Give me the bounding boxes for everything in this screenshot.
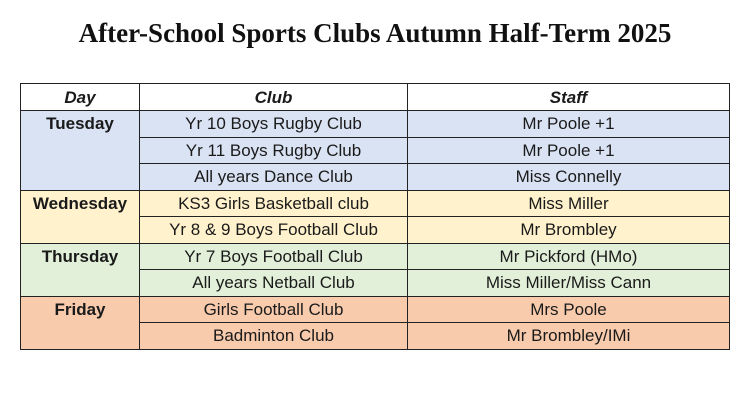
- table-row: Wednesday KS3 Girls Basketball club Miss…: [20, 189, 730, 244]
- table-row: Friday Girls Football Club Mrs Poole: [20, 295, 730, 350]
- staff-cell: Miss Miller: [407, 189, 730, 217]
- table-row: All years Dance Club Miss Connelly: [20, 163, 730, 191]
- page-title: After-School Sports Clubs Autumn Half-Te…: [78, 18, 672, 48]
- staff-cell: Mr Poole +1: [407, 110, 730, 138]
- day-cell-wednesday: Wednesday: [20, 189, 140, 244]
- header-day: Day: [20, 83, 140, 111]
- club-cell: Yr 7 Boys Football Club: [139, 242, 408, 270]
- staff-cell: Mr Brombley: [407, 216, 730, 244]
- staff-cell: Mr Pickford (HMo): [407, 242, 730, 270]
- club-cell: Girls Football Club: [139, 295, 408, 323]
- clubs-table: Day Club Staff Tuesday Yr 10 Boys Rugby …: [20, 83, 730, 350]
- staff-cell: Mr Poole +1: [407, 136, 730, 164]
- day-cell-thursday: Thursday: [20, 242, 140, 297]
- staff-cell: Mrs Poole: [407, 295, 730, 323]
- club-cell: Badminton Club: [139, 322, 408, 350]
- day-cell-friday: Friday: [20, 295, 140, 350]
- staff-cell: Miss Connelly: [407, 163, 730, 191]
- staff-cell: Miss Miller/Miss Cann: [407, 269, 730, 297]
- staff-cell: Mr Brombley/IMi: [407, 322, 730, 350]
- club-cell: All years Dance Club: [139, 163, 408, 191]
- day-cell-tuesday: Tuesday: [20, 110, 140, 191]
- club-cell: KS3 Girls Basketball club: [139, 189, 408, 217]
- club-cell: Yr 10 Boys Rugby Club: [139, 110, 408, 138]
- table-row: Badminton Club Mr Brombley/IMi: [20, 322, 730, 350]
- club-cell: All years Netball Club: [139, 269, 408, 297]
- club-cell: Yr 8 & 9 Boys Football Club: [139, 216, 408, 244]
- club-cell: Yr 11 Boys Rugby Club: [139, 136, 408, 164]
- table-row: All years Netball Club Miss Miller/Miss …: [20, 269, 730, 297]
- table-row: Yr 11 Boys Rugby Club Mr Poole +1: [20, 136, 730, 164]
- header-club: Club: [139, 83, 408, 111]
- header-staff: Staff: [407, 83, 730, 111]
- header-row: Day Club Staff: [20, 83, 730, 111]
- table-row: Tuesday Yr 10 Boys Rugby Club Mr Poole +…: [20, 110, 730, 191]
- table-row: Thursday Yr 7 Boys Football Club Mr Pick…: [20, 242, 730, 297]
- table-row: Yr 8 & 9 Boys Football Club Mr Brombley: [20, 216, 730, 244]
